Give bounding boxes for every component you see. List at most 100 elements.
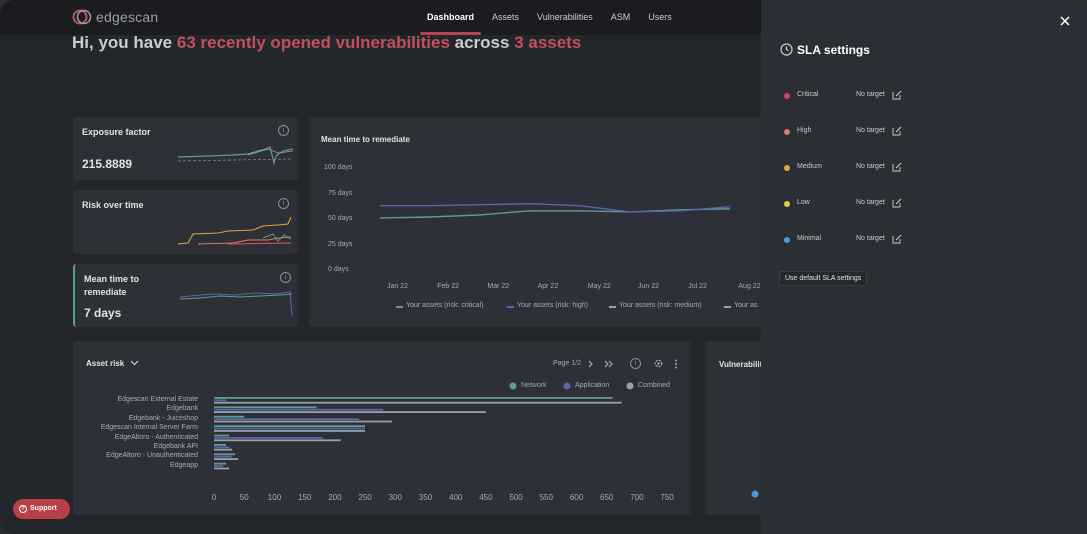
edit-icon[interactable] <box>892 198 902 208</box>
bar-combined[interactable] <box>214 420 393 423</box>
info-icon[interactable]: i <box>630 358 641 369</box>
help-icon: ? <box>19 505 27 513</box>
sla-settings-panel <box>761 0 1087 534</box>
support-label: Support <box>30 505 57 512</box>
bar-application[interactable] <box>214 455 233 458</box>
sla-row-critical: Critical No target <box>784 90 984 102</box>
asset-name-label[interactable]: EdgeAltoro - Authenticated <box>114 433 198 441</box>
more-options-icon[interactable] <box>674 359 678 369</box>
x-tick-label: 600 <box>569 493 584 502</box>
exposure-factor-card[interactable]: Exposure factor 215.8889 i <box>73 117 298 180</box>
bar-application[interactable] <box>214 427 365 430</box>
greeting-middle: across <box>449 33 515 52</box>
bar-application[interactable] <box>214 446 230 449</box>
legend-network[interactable]: Network <box>521 382 547 389</box>
bar-network[interactable] <box>214 425 365 427</box>
support-button[interactable]: ? Support <box>13 499 70 519</box>
asset-name-label[interactable]: Edgeapp <box>169 461 198 469</box>
x-tick-label: 550 <box>539 493 553 502</box>
bar-network[interactable] <box>214 453 236 456</box>
asset-name-label[interactable]: Edgebank - Juiceshop <box>128 414 198 422</box>
edit-icon[interactable] <box>892 126 902 136</box>
logo[interactable]: edgescan <box>72 8 158 26</box>
x-tick-label: 750 <box>660 493 674 502</box>
bar-application[interactable] <box>214 399 227 402</box>
bar-network[interactable] <box>214 406 317 409</box>
legend-entry[interactable]: Your assets (risk: critical) <box>406 302 484 309</box>
bar-combined[interactable] <box>214 411 486 413</box>
bar-combined[interactable] <box>214 458 239 460</box>
bar-combined[interactable] <box>214 430 365 432</box>
bar-application[interactable] <box>214 408 384 411</box>
asset-risk-title[interactable]: Asset risk <box>86 359 139 368</box>
asset-name-label[interactable]: Edgescan Internal Server Farm <box>100 424 198 432</box>
bar-combined[interactable] <box>214 439 341 442</box>
nav-vulnerabilities[interactable]: Vulnerabilities <box>537 12 593 22</box>
pagination-label: Page 1/2 <box>553 360 582 367</box>
bar-network[interactable] <box>214 397 613 399</box>
bar-combined[interactable] <box>214 448 233 451</box>
top-nav: edgescan Dashboard Assets Vulnerabilitie… <box>0 0 761 35</box>
bar-application[interactable] <box>214 465 224 467</box>
sla-row-high: High No target <box>784 126 984 138</box>
mttr-chart-card: Mean time to remediate <box>309 117 779 327</box>
legend-entry[interactable]: Your assets (risk: medium) <box>619 302 702 309</box>
sla-row-minimal: Minimal No target <box>784 234 984 246</box>
info-icon[interactable]: i <box>278 125 289 136</box>
close-icon[interactable] <box>1059 15 1071 27</box>
card-title-line2: remediate <box>84 287 127 297</box>
mttr-summary-card[interactable]: Mean time to remediate 7 days i <box>73 264 298 327</box>
y-tick-label: 75 days <box>328 189 353 197</box>
next-page-icon[interactable] <box>587 360 595 368</box>
gear-icon[interactable] <box>653 358 664 369</box>
edit-icon[interactable] <box>892 234 902 244</box>
legend-application[interactable]: Application <box>575 382 610 389</box>
legend-swatch <box>724 306 731 308</box>
asset-name-label[interactable]: Edgebank <box>166 405 198 413</box>
nav-users[interactable]: Users <box>648 12 672 22</box>
legend-combined-dot <box>626 382 634 390</box>
critical-dot <box>784 93 790 99</box>
nav-asm[interactable]: ASM <box>610 12 631 22</box>
bar-application[interactable] <box>214 418 359 420</box>
x-tick-label: 0 <box>211 493 217 502</box>
last-page-icon[interactable] <box>604 360 614 368</box>
legend-swatch <box>507 306 514 308</box>
bar-network[interactable] <box>214 462 227 465</box>
info-icon[interactable]: i <box>280 272 291 283</box>
asset-name-label[interactable]: Edgebank API <box>153 443 198 450</box>
bar-network[interactable] <box>214 444 227 446</box>
greeting-asset-count[interactable]: 3 assets <box>514 33 582 52</box>
bar-network[interactable] <box>214 434 230 437</box>
sla-target-value: No target <box>856 235 885 242</box>
sla-level-label: High <box>797 127 812 134</box>
exposure-value: 215.8889 <box>82 157 133 171</box>
bar-application[interactable] <box>214 437 323 439</box>
risk-over-time-card[interactable]: Risk over time i <box>73 190 298 254</box>
edit-icon[interactable] <box>892 90 902 100</box>
asset-name-label[interactable]: Edgescan External Estate <box>117 396 198 403</box>
y-tick-label: 25 days <box>328 240 353 248</box>
asset-name-label[interactable]: EdgeAltoro - Unauthenticated <box>106 452 198 460</box>
legend-entry[interactable]: Your as <box>734 302 758 309</box>
bar-network[interactable] <box>214 415 245 418</box>
nav-assets[interactable]: Assets <box>492 12 520 22</box>
x-tick-label: 150 <box>298 493 312 502</box>
page-greeting: Hi, you have 63 recently opened vulnerab… <box>72 33 581 53</box>
info-icon[interactable]: i <box>278 198 289 209</box>
bar-combined[interactable] <box>214 401 622 404</box>
bar-combined[interactable] <box>214 467 230 470</box>
greeting-vuln-count[interactable]: 63 recently opened vulnerabilities <box>176 33 450 52</box>
edit-icon[interactable] <box>892 162 902 172</box>
sla-level-label: Medium <box>797 163 822 170</box>
use-default-sla-button[interactable]: Use default SLA settings <box>779 271 868 286</box>
asset-risk-plot <box>214 397 622 470</box>
x-tick-label: 700 <box>630 493 644 502</box>
legend-entry[interactable]: Your assets (risk: high) <box>517 302 588 309</box>
nav-dashboard[interactable]: Dashboard <box>418 0 483 35</box>
sla-level-label: Critical <box>797 91 819 98</box>
x-tick-label: Jun 22 <box>638 283 660 290</box>
legend-combined[interactable]: Combined <box>638 382 670 389</box>
card-title: Risk over time <box>82 200 144 210</box>
